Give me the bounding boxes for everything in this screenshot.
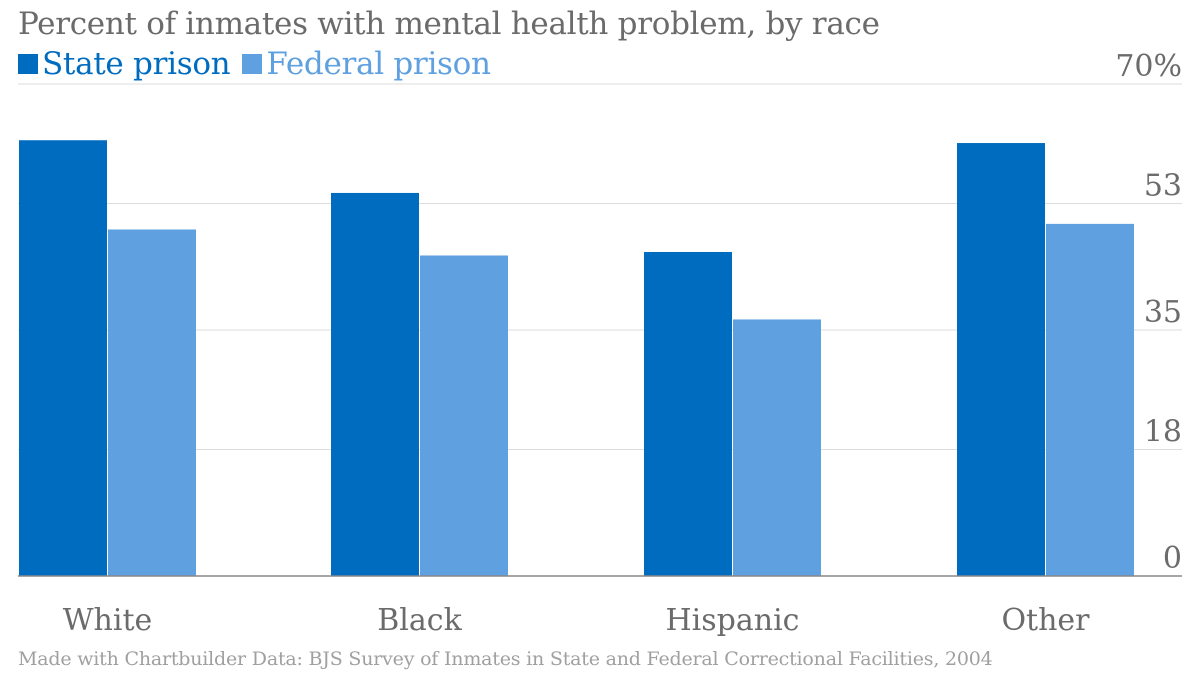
y-tick-label: 70% bbox=[1115, 49, 1182, 84]
legend-label-federal: Federal prison bbox=[266, 46, 491, 82]
legend-label-state: State prison bbox=[42, 46, 231, 82]
x-tick-label: Hispanic bbox=[666, 603, 800, 638]
chart-title: Percent of inmates with mental health pr… bbox=[18, 6, 880, 42]
x-tick-label: Other bbox=[1001, 603, 1090, 638]
bar bbox=[108, 229, 196, 576]
x-tick-label: White bbox=[63, 603, 153, 638]
bar bbox=[1046, 223, 1134, 576]
legend-item-federal: Federal prison bbox=[242, 46, 491, 82]
bar bbox=[420, 255, 508, 577]
legend-swatch-state bbox=[18, 54, 38, 74]
bar bbox=[19, 140, 107, 576]
bar bbox=[733, 319, 821, 576]
y-tick-label: 0 bbox=[1163, 541, 1182, 576]
legend-swatch-federal bbox=[242, 54, 263, 74]
legend-item-state: State prison bbox=[18, 46, 231, 82]
bar bbox=[644, 251, 732, 577]
bar-chart: 0 18 35 53 70% White Black Hispanic Other bbox=[18, 49, 1182, 638]
bar bbox=[331, 192, 419, 576]
y-tick-label: 35 bbox=[1144, 295, 1182, 330]
y-tick-label: 18 bbox=[1144, 414, 1182, 449]
x-tick-label: Black bbox=[377, 603, 462, 638]
legend: State prison Federal prison bbox=[18, 44, 503, 84]
source-note: Made with Chartbuilder Data: BJS Survey … bbox=[18, 648, 993, 670]
bar bbox=[957, 143, 1045, 577]
y-tick-label: 53 bbox=[1144, 168, 1182, 203]
